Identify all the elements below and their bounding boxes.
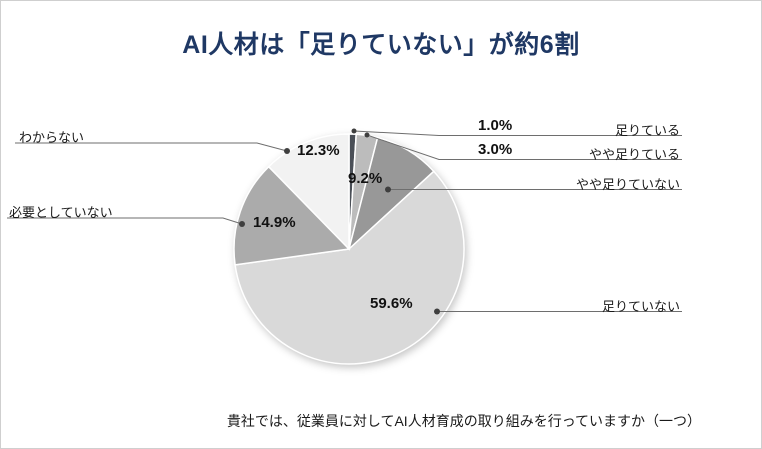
label-yaya-tarinai: やや足りていない [575, 177, 680, 192]
leader-line-yaya-tariteiru [366, 134, 682, 160]
leader-line-tariteiru [353, 130, 682, 136]
pie-slice-5 [267, 133, 350, 251]
label-tarinai: 足りていない [601, 299, 680, 314]
pie-chart [233, 133, 465, 365]
pct-yaya-tariteiru: 3.0% [478, 141, 513, 158]
pct-tariteiru: 1.0% [478, 117, 513, 134]
leader-dots [239, 128, 440, 315]
survey-question: 貴社では、従業員に対してAI人材育成の取り組みを行っていますか（一つ） [226, 413, 701, 429]
label-wakaranai: わからない [19, 130, 85, 145]
leader-dot-wakaranai [284, 148, 290, 154]
chart-title: AI人材は「足りていない」が約6割 [182, 31, 580, 59]
pct-tarinai: 59.6% [370, 295, 413, 312]
leader-dot-hitsuyou-nai [239, 221, 245, 227]
pct-wakaranai: 12.3% [297, 142, 340, 159]
leader-dot-tarinai [434, 308, 440, 315]
leader-line-hitsuyou-nai [7, 217, 243, 225]
pie-slice-4 [233, 165, 351, 266]
leader-dot-yaya-tariteiru [364, 132, 370, 138]
pie-slice-3 [234, 170, 465, 365]
pct-yaya-tarinai: 9.2% [348, 170, 383, 187]
leader-dot-yaya-tarinai [385, 186, 391, 193]
leader-dot-tariteiru [351, 128, 357, 134]
label-tariteiru: 足りている [614, 123, 680, 138]
label-yaya-tariteiru: やや足りている [588, 147, 680, 162]
leader-lines [7, 130, 682, 312]
pct-hitsuyou-nai: 14.9% [253, 214, 296, 231]
label-hitsuyou-nai: 必要としていない [9, 205, 113, 220]
leader-line-wakaranai [15, 142, 288, 152]
